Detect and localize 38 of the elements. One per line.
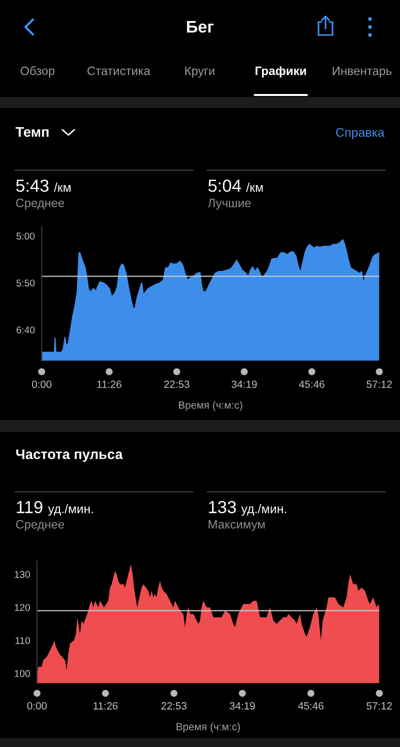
x-tick-label: 34:19 bbox=[230, 702, 255, 710]
text: Обзор bbox=[20, 66, 54, 78]
x-tick-label: 0:00 bbox=[32, 380, 52, 388]
text: 5:43 /км bbox=[16, 180, 71, 192]
chart-title: Темп bbox=[16, 127, 49, 137]
x-tick-label: 45:46 bbox=[298, 702, 324, 710]
text: Среднее bbox=[16, 520, 64, 532]
x-tick-label: 11:26 bbox=[94, 702, 118, 710]
text: Максимум bbox=[208, 520, 265, 532]
x-tick-label: 34:19 bbox=[232, 380, 257, 388]
x-tick-label: 57:12 bbox=[366, 702, 392, 710]
text: Бег bbox=[187, 21, 214, 33]
y-tick-label: 130 bbox=[14, 571, 30, 578]
x-tick-label: 0:00 bbox=[27, 702, 47, 710]
text: Статистика bbox=[87, 66, 150, 76]
text: Круги bbox=[185, 66, 214, 78]
x-tick-label: 22:53 bbox=[164, 380, 190, 388]
y-tick-label: 5:00 bbox=[16, 232, 35, 240]
text: Лучшие bbox=[208, 198, 251, 210]
text: 5:04 /км bbox=[208, 180, 263, 192]
y-tick-label: 5:50 bbox=[16, 280, 35, 286]
y-tick-label: 6:40 bbox=[16, 326, 35, 334]
chart-title: Частота пульса bbox=[16, 449, 123, 462]
x-tick-label: 57:12 bbox=[366, 380, 392, 388]
y-tick-label: 110 bbox=[16, 637, 30, 644]
x-axis-title: Время (ч:м:с) bbox=[178, 401, 242, 411]
x-tick-label: 45:46 bbox=[299, 380, 324, 388]
x-axis-title: Время (ч:м:с) bbox=[176, 722, 240, 732]
x-tick-label: 22:53 bbox=[161, 702, 187, 710]
text: Графики bbox=[256, 66, 306, 78]
text: Инвентарь bbox=[332, 66, 392, 78]
text: 119 уд./мин. bbox=[16, 500, 93, 516]
text: Справка bbox=[336, 128, 384, 140]
text: Среднее bbox=[16, 198, 64, 210]
x-tick-label: 11:26 bbox=[97, 380, 122, 388]
y-tick-label: 100 bbox=[14, 670, 30, 678]
y-tick-label: 120 bbox=[14, 604, 30, 611]
text: 133 уд./мин. bbox=[209, 500, 286, 516]
